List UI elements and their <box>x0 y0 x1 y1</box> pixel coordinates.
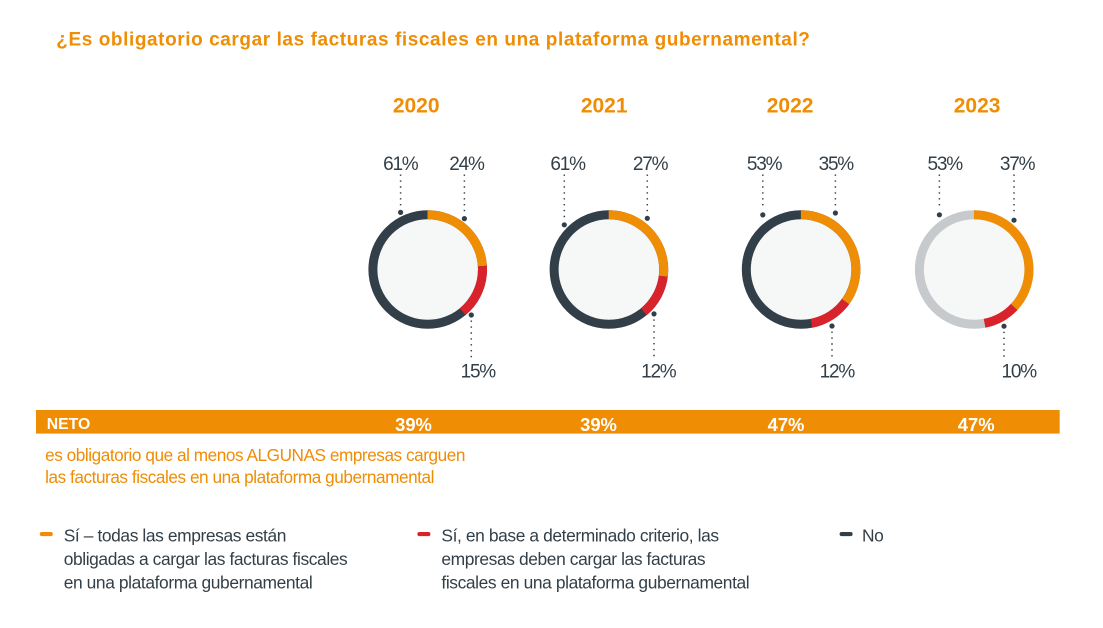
svg-text:10%: 10% <box>1001 361 1037 382</box>
svg-text:2022: 2022 <box>767 95 814 118</box>
svg-text:35%: 35% <box>819 154 855 175</box>
svg-text:12%: 12% <box>820 361 856 382</box>
svg-text:61%: 61% <box>383 154 419 175</box>
svg-text:12%: 12% <box>641 361 677 382</box>
svg-text:39%: 39% <box>395 414 432 435</box>
svg-text:37%: 37% <box>1000 154 1036 175</box>
svg-text:39%: 39% <box>580 414 617 435</box>
svg-text:es obligatorio que al menos AL: es obligatorio que al menos ALGUNAS empr… <box>45 445 465 465</box>
svg-text:47%: 47% <box>958 414 995 435</box>
svg-text:2021: 2021 <box>581 95 628 118</box>
svg-text:NETO: NETO <box>47 416 91 433</box>
svg-text:15%: 15% <box>461 361 497 382</box>
svg-text:24%: 24% <box>449 154 485 175</box>
svg-text:fiscales en una plataforma gub: fiscales en una plataforma gubernamental <box>441 572 749 592</box>
svg-text:47%: 47% <box>768 414 805 435</box>
svg-text:¿Es obligatorio cargar las fac: ¿Es obligatorio cargar las facturas fisc… <box>56 29 810 50</box>
svg-text:en una plataforma gubernamenta: en una plataforma gubernamental <box>64 572 313 592</box>
svg-text:No: No <box>862 525 883 545</box>
svg-text:2020: 2020 <box>393 95 440 118</box>
svg-text:Sí – todas las empresas están: Sí – todas las empresas están <box>64 525 286 545</box>
svg-text:53%: 53% <box>927 154 963 175</box>
svg-text:obligadas a cargar las factura: obligadas a cargar las facturas fiscales <box>64 549 348 569</box>
svg-text:61%: 61% <box>550 154 586 175</box>
svg-text:27%: 27% <box>633 154 669 175</box>
svg-text:2023: 2023 <box>954 95 1001 118</box>
svg-text:Sí, en base a determinado crit: Sí, en base a determinado criterio, las <box>441 525 719 545</box>
svg-text:53%: 53% <box>747 154 783 175</box>
svg-text:las facturas fiscales en una p: las facturas fiscales en una plataforma … <box>45 467 434 487</box>
svg-text:empresas deben cargar las fact: empresas deben cargar las facturas <box>441 549 706 569</box>
